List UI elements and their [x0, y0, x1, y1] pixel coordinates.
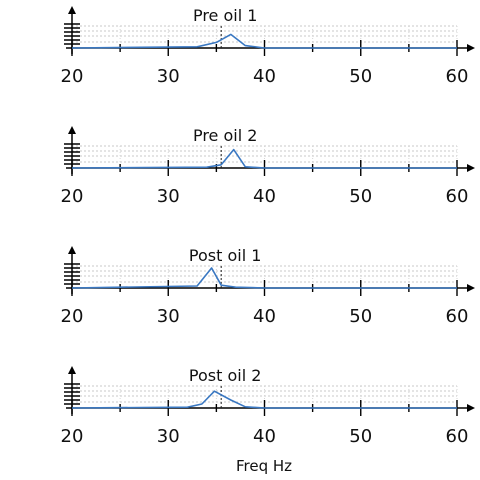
- x-axis-arrow: [467, 404, 475, 412]
- y-axis-arrow: [68, 246, 76, 254]
- panel-2: 20 30 40 50 60 Pre oil 2: [61, 126, 475, 207]
- panel-title: Post oil 2: [189, 366, 262, 385]
- y-axis-arrow: [68, 6, 76, 14]
- panel-title: Pre oil 1: [193, 6, 257, 25]
- x-axis-label: Freq Hz: [236, 457, 292, 475]
- panel-title: Pre oil 2: [193, 126, 257, 145]
- x-tick-label: 20: [61, 186, 84, 207]
- y-axis-arrow: [68, 126, 76, 134]
- x-tick-label: 60: [446, 426, 469, 447]
- x-tick-label: 20: [61, 66, 84, 87]
- x-tick-label: 20: [61, 306, 84, 327]
- x-tick-label: 50: [349, 426, 372, 447]
- x-axis-arrow: [467, 164, 475, 172]
- x-tick-label: 50: [349, 186, 372, 207]
- panel-title: Post oil 1: [189, 246, 262, 265]
- x-axis-arrow: [467, 44, 475, 52]
- series-line: [71, 390, 457, 409]
- series-line: [71, 33, 457, 49]
- x-tick-label: 50: [349, 66, 372, 87]
- panel-3: 20 30 40 50 60 Post oil 1: [61, 246, 475, 327]
- x-tick-label: 30: [157, 426, 180, 447]
- x-tick-label: 40: [253, 426, 276, 447]
- x-tick-label: 40: [253, 306, 276, 327]
- x-tick-label: 60: [446, 306, 469, 327]
- x-tick-label: 60: [446, 186, 469, 207]
- x-axis-arrow: [467, 284, 475, 292]
- y-axis-arrow: [68, 366, 76, 374]
- x-tick-label: 30: [157, 66, 180, 87]
- x-tick-label: 50: [349, 306, 372, 327]
- series-line: [71, 267, 457, 289]
- x-tick-label: 30: [157, 306, 180, 327]
- series-line: [71, 148, 457, 169]
- x-tick-label: 30: [157, 186, 180, 207]
- x-tick-label: 40: [253, 66, 276, 87]
- x-tick-label: 60: [446, 66, 469, 87]
- x-tick-label: 20: [61, 426, 84, 447]
- panel-4: 20 30 40 50 60 Post oil 2: [61, 366, 475, 447]
- panel-1: 20 30 40 50 60 Pre oil 1: [61, 6, 475, 87]
- x-tick-label: 40: [253, 186, 276, 207]
